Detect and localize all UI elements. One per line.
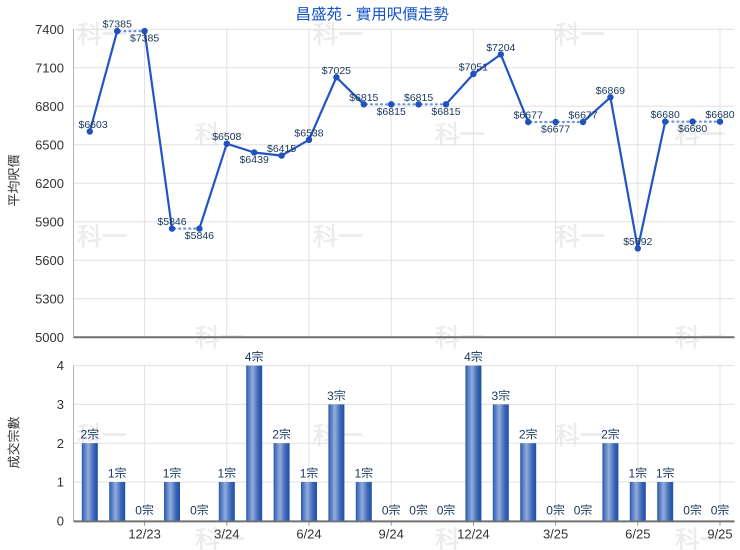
svg-text:4: 4 [245, 350, 252, 364]
svg-text:$7385: $7385 [103, 19, 132, 31]
svg-text:6/25: 6/25 [625, 527, 650, 542]
svg-text:1: 1 [300, 466, 307, 480]
svg-text:5900: 5900 [35, 214, 64, 229]
svg-text:$5846: $5846 [157, 216, 186, 228]
svg-text:$6677: $6677 [514, 110, 543, 122]
svg-text:$5846: $5846 [185, 230, 214, 242]
svg-text:1: 1 [108, 466, 115, 480]
svg-text:$6815: $6815 [431, 106, 460, 118]
svg-text:5000: 5000 [35, 330, 64, 345]
svg-text:$6508: $6508 [212, 131, 241, 143]
svg-text:0: 0 [711, 503, 718, 517]
svg-text:7100: 7100 [35, 60, 64, 75]
svg-text:7400: 7400 [35, 22, 64, 37]
svg-text:4: 4 [57, 358, 64, 373]
svg-text:$7204: $7204 [486, 42, 515, 54]
svg-text:-: - [346, 7, 351, 24]
svg-text:5600: 5600 [35, 253, 64, 268]
svg-text:3: 3 [57, 397, 64, 412]
svg-text:2: 2 [57, 436, 64, 451]
svg-text:1: 1 [218, 466, 225, 480]
svg-text:9/25: 9/25 [707, 527, 732, 542]
svg-text:2: 2 [601, 428, 608, 442]
svg-text:2: 2 [272, 428, 279, 442]
svg-text:12/24: 12/24 [457, 527, 490, 542]
svg-text:0: 0 [409, 503, 416, 517]
svg-text:$5692: $5692 [623, 236, 652, 248]
svg-text:2: 2 [81, 428, 88, 442]
svg-text:0: 0 [437, 503, 444, 517]
svg-text:$6815: $6815 [377, 106, 406, 118]
svg-text:$6677: $6677 [568, 110, 597, 122]
svg-text:1: 1 [629, 466, 636, 480]
svg-text:9/24: 9/24 [379, 527, 404, 542]
svg-text:0: 0 [546, 503, 553, 517]
svg-text:$6680: $6680 [678, 123, 707, 135]
svg-text:$6680: $6680 [651, 109, 680, 121]
svg-text:0: 0 [190, 503, 197, 517]
svg-text:4: 4 [464, 350, 471, 364]
svg-text:$6415: $6415 [267, 143, 296, 155]
svg-text:0: 0 [57, 513, 64, 528]
svg-text:0: 0 [135, 503, 142, 517]
svg-text:$6869: $6869 [596, 85, 625, 97]
svg-text:0: 0 [683, 503, 690, 517]
svg-text:12/23: 12/23 [128, 527, 161, 542]
svg-text:1: 1 [656, 466, 663, 480]
svg-text:3/25: 3/25 [543, 527, 568, 542]
svg-text:3: 3 [492, 389, 499, 403]
svg-text:1: 1 [355, 466, 362, 480]
svg-text:$6538: $6538 [294, 127, 323, 139]
svg-text:0: 0 [382, 503, 389, 517]
svg-text:3/24: 3/24 [214, 527, 239, 542]
svg-text:1: 1 [163, 466, 170, 480]
svg-text:$7025: $7025 [322, 65, 351, 77]
svg-text:2: 2 [519, 428, 526, 442]
svg-text:$6439: $6439 [240, 154, 269, 166]
svg-text:5300: 5300 [35, 291, 64, 306]
svg-text:$6603: $6603 [79, 119, 108, 131]
svg-text:1: 1 [57, 475, 64, 490]
svg-text:$6677: $6677 [541, 124, 570, 136]
svg-text:6500: 6500 [35, 137, 64, 152]
svg-text:$7051: $7051 [459, 62, 488, 74]
svg-text:$7385: $7385 [130, 33, 159, 45]
svg-text:6800: 6800 [35, 99, 64, 114]
svg-text:3: 3 [327, 389, 334, 403]
svg-text:$6815: $6815 [404, 92, 433, 104]
svg-text:6200: 6200 [35, 176, 64, 191]
svg-text:6/24: 6/24 [296, 527, 321, 542]
svg-text:$6680: $6680 [705, 109, 734, 121]
svg-text:$6815: $6815 [349, 92, 378, 104]
svg-text:0: 0 [574, 503, 581, 517]
